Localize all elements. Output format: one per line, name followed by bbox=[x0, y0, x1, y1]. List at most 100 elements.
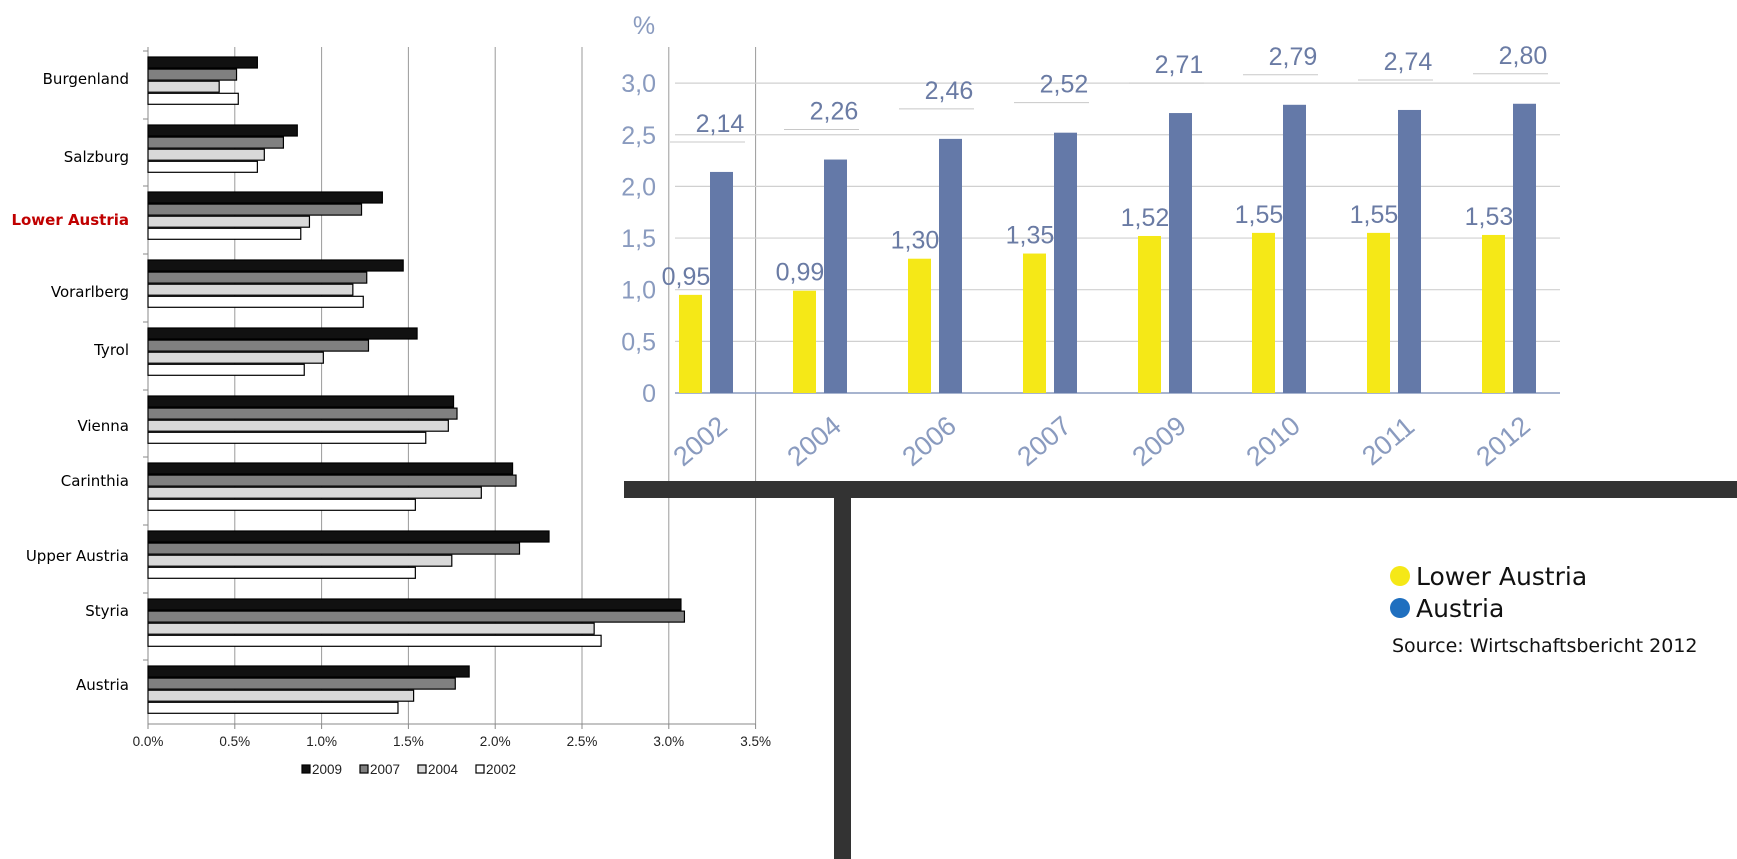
value-label-austria-2009: 2,71 bbox=[1155, 51, 1204, 79]
category-label-austria: Austria bbox=[76, 676, 129, 694]
bar-austria-2006 bbox=[939, 138, 962, 393]
value-label-austria-2012: 2,80 bbox=[1499, 42, 1548, 70]
bar-lower-austria-2009 bbox=[1138, 235, 1161, 393]
bar-austria-2004 bbox=[824, 159, 847, 393]
bar-upper-austria-2002 bbox=[147, 566, 416, 579]
value-label-austria-2010: 2,79 bbox=[1269, 43, 1318, 71]
bar-tyrol-2007 bbox=[147, 339, 370, 352]
category-label-tyrol: Tyrol bbox=[93, 341, 129, 359]
bar-lower-austria-2006 bbox=[908, 258, 931, 393]
bar-upper-austria-2004 bbox=[147, 554, 453, 567]
bar-salzburg-2002 bbox=[147, 160, 258, 173]
category-label-upper-austria: Upper Austria bbox=[26, 547, 129, 565]
bar-carinthia-2002 bbox=[147, 498, 416, 511]
value-label-lower-austria-2012: 1,53 bbox=[1465, 203, 1514, 231]
y-tick-label: 0,5 bbox=[621, 328, 656, 356]
bar-carinthia-2004 bbox=[147, 486, 482, 499]
bar-vorarlberg-2009 bbox=[147, 259, 404, 272]
value-label-lower-austria-2009: 1,52 bbox=[1121, 204, 1170, 232]
category-label-lower-austria: Lower Austria bbox=[11, 211, 129, 229]
y-axis-title: % bbox=[633, 12, 655, 40]
x-tick-label-2012: 2012 bbox=[1471, 410, 1536, 472]
value-label-austria-2007: 2,52 bbox=[1040, 71, 1089, 99]
x-tick-label-2011: 2011 bbox=[1356, 411, 1420, 471]
x-tick-label-2007: 2007 bbox=[1012, 410, 1077, 472]
bar-vienna-2004 bbox=[147, 419, 449, 432]
x-tick-label: 1.5% bbox=[393, 734, 424, 749]
bar-burgenland-2009 bbox=[147, 56, 258, 69]
bar-austria-2002 bbox=[147, 701, 399, 714]
x-tick-label-2009: 2009 bbox=[1127, 410, 1192, 472]
x-tick-label-2004: 2004 bbox=[782, 410, 847, 472]
legend-item-lower-austria: Lower Austria bbox=[1390, 560, 1587, 592]
value-label-lower-austria-2011: 1,55 bbox=[1350, 201, 1399, 229]
bar-burgenland-2004 bbox=[147, 80, 220, 93]
y-tick-label: 2,0 bbox=[621, 173, 656, 201]
category-label-burgenland: Burgenland bbox=[43, 70, 129, 88]
bar-carinthia-2007 bbox=[147, 474, 517, 487]
bar-lower-austria-2002 bbox=[679, 294, 702, 393]
value-label-lower-austria-2006: 1,30 bbox=[891, 227, 940, 255]
bar-tyrol-2009 bbox=[147, 327, 418, 340]
bar-austria-2010 bbox=[1283, 104, 1306, 393]
bar-styria-2009 bbox=[147, 598, 682, 611]
bar-austria-2007 bbox=[147, 677, 456, 690]
y-tick-label: 3,0 bbox=[621, 70, 656, 98]
bar-vienna-2002 bbox=[147, 431, 427, 444]
x-tick-label: 0.5% bbox=[219, 734, 250, 749]
legend-label-lower-austria: Lower Austria bbox=[1416, 561, 1588, 591]
bar-burgenland-2007 bbox=[147, 68, 238, 81]
bar-vorarlberg-2004 bbox=[147, 283, 354, 296]
value-label-lower-austria-2002: 0,95 bbox=[662, 263, 711, 291]
legend-label-2007: 2007 bbox=[370, 762, 400, 777]
bar-salzburg-2004 bbox=[147, 148, 265, 161]
frame-horizontal-bar bbox=[624, 481, 1737, 498]
bar-salzburg-2007 bbox=[147, 136, 285, 149]
x-tick-label: 2.5% bbox=[567, 734, 598, 749]
bar-lower-austria-2007 bbox=[147, 203, 363, 216]
bar-styria-2002 bbox=[147, 634, 602, 647]
legend-label-austria: Austria bbox=[1416, 593, 1505, 623]
bar-lower-austria-2004 bbox=[147, 215, 311, 228]
bar-tyrol-2004 bbox=[147, 351, 324, 364]
bar-lower-austria-2002 bbox=[147, 227, 302, 240]
bar-austria-2002 bbox=[710, 171, 733, 393]
bar-salzburg-2009 bbox=[147, 124, 298, 137]
bar-tyrol-2002 bbox=[147, 363, 305, 376]
value-label-lower-austria-2004: 0,99 bbox=[776, 259, 825, 287]
bar-austria-2004 bbox=[147, 689, 415, 702]
x-tick-label: 2.0% bbox=[480, 734, 511, 749]
x-tick-label-2010: 2010 bbox=[1241, 410, 1306, 472]
value-label-austria-2006: 2,46 bbox=[925, 77, 974, 105]
bar-styria-2004 bbox=[147, 622, 595, 635]
bar-lower-austria-2010 bbox=[1252, 232, 1275, 393]
bar-upper-austria-2007 bbox=[147, 542, 521, 555]
legend-swatch-2007 bbox=[359, 764, 369, 774]
x-tick-label-2002: 2002 bbox=[668, 410, 733, 472]
value-label-austria-2002: 2,14 bbox=[696, 110, 745, 138]
x-tick-label: 0.0% bbox=[133, 734, 164, 749]
y-tick-label: 1,0 bbox=[621, 277, 656, 305]
legend-item-austria: Austria bbox=[1390, 592, 1587, 624]
bar-burgenland-2002 bbox=[147, 92, 239, 105]
bar-austria-2011 bbox=[1398, 109, 1421, 393]
bar-austria-2007 bbox=[1054, 132, 1077, 393]
bar-carinthia-2009 bbox=[147, 462, 514, 475]
category-label-vienna: Vienna bbox=[77, 417, 129, 435]
bar-lower-austria-2011 bbox=[1367, 232, 1390, 393]
bar-vienna-2009 bbox=[147, 395, 455, 408]
bar-lower-austria-2012 bbox=[1482, 234, 1505, 393]
bar-lower-austria-2004 bbox=[793, 290, 816, 393]
bar-styria-2007 bbox=[147, 610, 686, 623]
value-label-lower-austria-2007: 1,35 bbox=[1006, 222, 1055, 250]
bar-austria-2012 bbox=[1513, 103, 1536, 393]
value-label-lower-austria-2010: 1,55 bbox=[1235, 201, 1284, 229]
x-tick-label: 3.5% bbox=[740, 734, 771, 749]
legend-swatch-2002 bbox=[475, 764, 485, 774]
category-label-salzburg: Salzburg bbox=[64, 148, 129, 166]
frame-vertical-bar bbox=[834, 498, 851, 859]
bar-lower-austria-2007 bbox=[1023, 253, 1046, 393]
legend-swatch-2004 bbox=[417, 764, 427, 774]
x-tick-label-2006: 2006 bbox=[897, 410, 962, 472]
